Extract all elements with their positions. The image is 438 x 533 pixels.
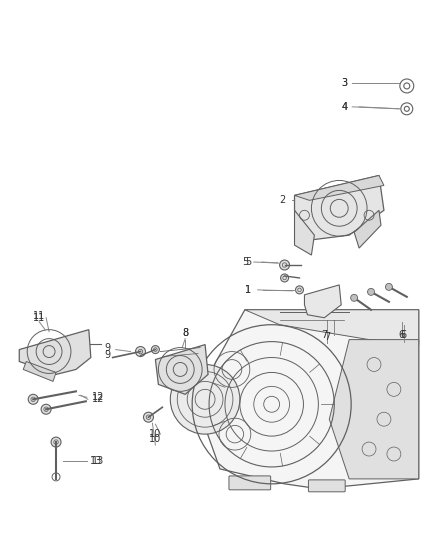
Circle shape (28, 394, 38, 404)
FancyBboxPatch shape (229, 476, 271, 490)
Polygon shape (155, 345, 208, 394)
Circle shape (385, 284, 392, 290)
Circle shape (351, 294, 357, 301)
Polygon shape (23, 361, 56, 382)
Polygon shape (304, 285, 341, 318)
Text: 11: 11 (33, 311, 45, 321)
Polygon shape (245, 310, 419, 345)
Text: 6: 6 (401, 329, 407, 340)
Text: 13: 13 (90, 456, 102, 466)
Circle shape (51, 437, 61, 447)
Text: 1: 1 (245, 285, 251, 295)
Polygon shape (294, 175, 384, 200)
Polygon shape (294, 211, 314, 255)
Text: 13: 13 (92, 456, 104, 466)
Text: 4: 4 (341, 102, 347, 112)
Text: 3: 3 (341, 78, 347, 88)
Polygon shape (354, 211, 381, 248)
Text: 12: 12 (92, 392, 104, 402)
Text: 1: 1 (245, 285, 251, 295)
Text: 5: 5 (245, 257, 251, 267)
Text: 10: 10 (149, 429, 162, 439)
Text: 4: 4 (341, 102, 347, 112)
Text: 9: 9 (105, 350, 111, 360)
Circle shape (367, 288, 374, 295)
Circle shape (144, 412, 153, 422)
Text: 2: 2 (279, 196, 286, 205)
Polygon shape (329, 340, 419, 479)
Text: 7: 7 (324, 332, 330, 342)
FancyBboxPatch shape (308, 480, 345, 492)
Polygon shape (195, 310, 419, 489)
Polygon shape (294, 175, 384, 240)
Circle shape (170, 365, 240, 434)
Text: 12: 12 (92, 394, 104, 405)
Circle shape (279, 260, 290, 270)
Circle shape (41, 404, 51, 414)
Circle shape (281, 274, 289, 282)
Circle shape (152, 345, 159, 353)
Text: 5: 5 (242, 257, 248, 267)
Polygon shape (19, 330, 91, 375)
Text: 8: 8 (182, 328, 188, 337)
Circle shape (135, 346, 145, 357)
Text: 11: 11 (33, 313, 45, 323)
Text: 6: 6 (399, 329, 405, 340)
Text: 9: 9 (105, 343, 111, 352)
Text: 3: 3 (341, 78, 347, 88)
Circle shape (296, 286, 304, 294)
Text: 10: 10 (149, 434, 162, 444)
Text: 7: 7 (321, 329, 328, 340)
Text: 8: 8 (182, 328, 188, 337)
